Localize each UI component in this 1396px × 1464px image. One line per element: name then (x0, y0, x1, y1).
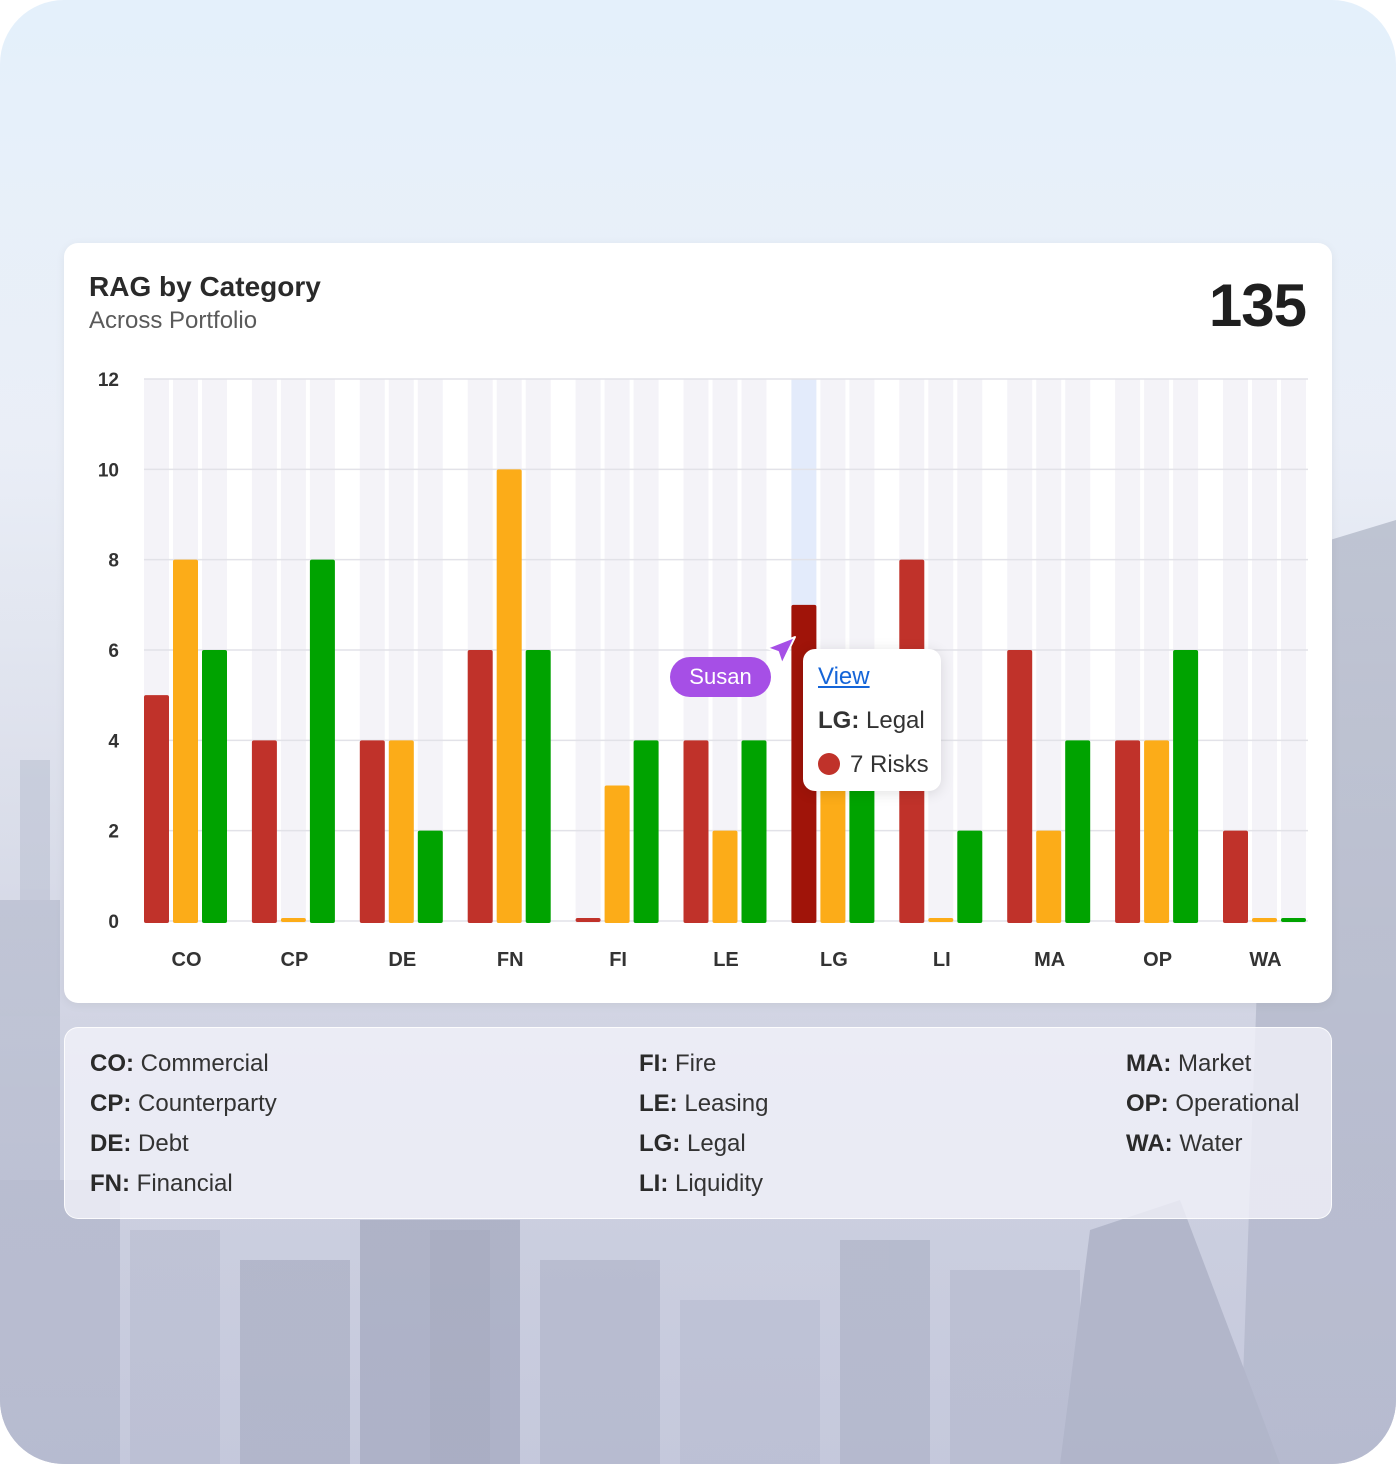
bar (173, 559, 198, 923)
y-tick-label: 2 (108, 822, 119, 843)
y-tick-label: 10 (98, 460, 119, 481)
bar (928, 918, 954, 922)
cursor-arrow-icon (766, 636, 796, 665)
x-tick-label: FI (609, 949, 627, 971)
category-legend: CO: Commercial CP: Counterparty DE: Debt… (64, 1027, 1332, 1219)
bar (957, 830, 983, 923)
bar (202, 650, 227, 923)
bar (1173, 650, 1199, 923)
bar-chart: 0 2 4 6 8 10 12 CO CP DE FN FI LE LG LI MA OP WA (98, 370, 1308, 971)
x-tick-label: LG (820, 949, 848, 971)
bar (741, 740, 767, 923)
legend-item: DE: Debt (90, 1130, 189, 1157)
y-tick-label: 8 (108, 551, 119, 572)
bar (496, 469, 522, 923)
legend-item: LE: Leasing (639, 1090, 769, 1117)
tooltip-category-code: LG: (818, 707, 860, 734)
tooltip-risk-count: 7 Risks (818, 751, 929, 779)
rag-chart-card: RAG by Category Across Portfolio 135 0 2 4… (64, 243, 1332, 1003)
legend-item: OP: Operational (1126, 1090, 1300, 1117)
collaborator-name-tag: Susan (670, 657, 771, 697)
bar (683, 740, 709, 923)
bar (467, 650, 493, 923)
column-background (1252, 379, 1277, 923)
chart-title: RAG by Category (89, 271, 321, 302)
bar (633, 740, 659, 923)
x-tick-label: CO (172, 949, 202, 971)
bar (849, 785, 875, 923)
x-tick-label: WA (1249, 949, 1281, 971)
bar (280, 918, 306, 922)
y-tick-label: 6 (108, 641, 119, 662)
bar (1281, 918, 1306, 922)
legend-item: LG: Legal (639, 1130, 746, 1157)
tooltip-risk-text: 7 Risks (850, 751, 929, 778)
bar-tooltip: View LG: Legal 7 Risks (803, 649, 941, 791)
tooltip-view-link[interactable]: View (818, 663, 870, 690)
legend-item: LI: Liquidity (639, 1170, 764, 1197)
bar (1036, 830, 1062, 923)
bar (1223, 830, 1248, 923)
legend-item: MA: Market (1126, 1050, 1252, 1077)
x-tick-label: OP (1143, 949, 1172, 971)
bar (309, 559, 335, 923)
column-background (280, 379, 306, 923)
x-tick-label: CP (281, 949, 309, 971)
bar (417, 830, 443, 923)
bar (525, 650, 551, 923)
bar (1115, 740, 1141, 923)
bar (144, 695, 169, 923)
legend-item: CO: Commercial (90, 1050, 269, 1077)
bar (251, 740, 277, 923)
bar (359, 740, 385, 923)
bar (820, 785, 846, 923)
red-status-dot (818, 753, 840, 775)
x-tick-label: LI (933, 949, 951, 971)
y-tick-label: 0 (108, 912, 119, 933)
y-tick-label: 4 (108, 731, 119, 752)
tooltip-category: LG: Legal (818, 707, 925, 735)
legend-item: WA: Water (1126, 1130, 1243, 1157)
bar (1007, 650, 1033, 923)
x-tick-label: FN (497, 949, 524, 971)
total-count: 135 (1208, 272, 1307, 339)
bar (1144, 740, 1170, 923)
x-tick-label: DE (388, 949, 416, 971)
bar (604, 785, 630, 923)
legend-item: FI: Fire (639, 1050, 717, 1077)
tooltip-category-name: Legal (866, 707, 925, 734)
bar (575, 918, 601, 922)
bar (388, 740, 414, 923)
x-tick-label: LE (713, 949, 739, 971)
x-tick-label: MA (1034, 949, 1065, 971)
column-background (1281, 379, 1306, 923)
bar (1252, 918, 1277, 922)
y-tick-label: 12 (98, 370, 119, 391)
column-background (575, 379, 601, 923)
legend-item: FN: Financial (90, 1170, 233, 1197)
chart-subtitle: Across Portfolio (89, 307, 258, 334)
bar (1065, 740, 1091, 923)
legend-item: CP: Counterparty (90, 1090, 277, 1117)
bar (712, 830, 738, 923)
